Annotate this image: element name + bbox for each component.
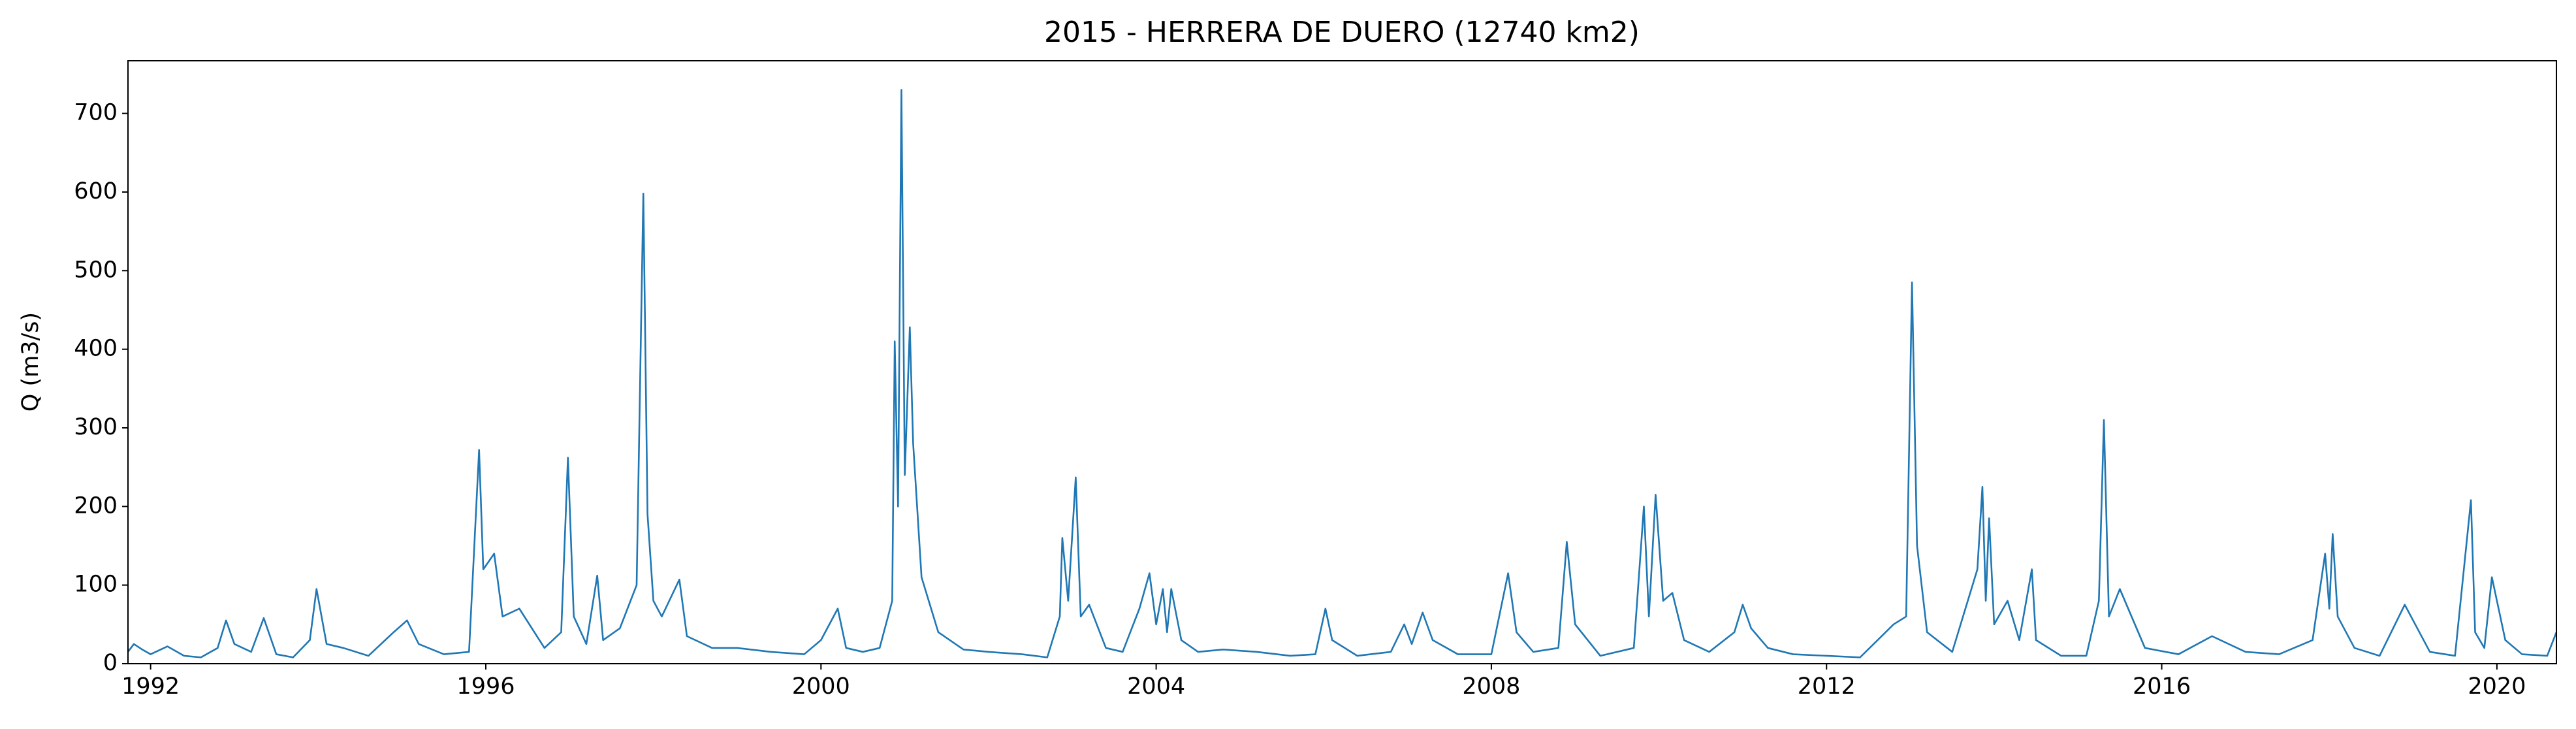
plot-frame [127, 60, 2557, 664]
y-tick-label: 700 [74, 100, 118, 126]
x-tick-label: 2020 [2468, 673, 2526, 700]
flow-line [127, 89, 2558, 658]
y-axis-label: Q (m3/s) [18, 312, 44, 412]
x-tick-label: 2004 [1127, 673, 1185, 700]
y-tick-label: 0 [103, 650, 118, 676]
y-tick-label: 100 [74, 572, 118, 598]
chart-title: 2015 - HERRERA DE DUERO (12740 km2) [1044, 16, 1640, 49]
x-tick-label: 2012 [1798, 673, 1856, 700]
x-tick-label: 2000 [792, 673, 850, 700]
y-tick-label: 400 [74, 336, 118, 362]
x-tick-label: 1992 [121, 673, 180, 700]
x-tick-label: 2008 [1462, 673, 1520, 700]
x-tick-label: 1996 [456, 673, 515, 700]
x-tick-label: 2016 [2133, 673, 2191, 700]
y-tick-label: 300 [74, 414, 118, 440]
y-tick-label: 500 [74, 257, 118, 283]
y-tick-label: 600 [74, 178, 118, 204]
y-tick-label: 200 [74, 493, 118, 519]
